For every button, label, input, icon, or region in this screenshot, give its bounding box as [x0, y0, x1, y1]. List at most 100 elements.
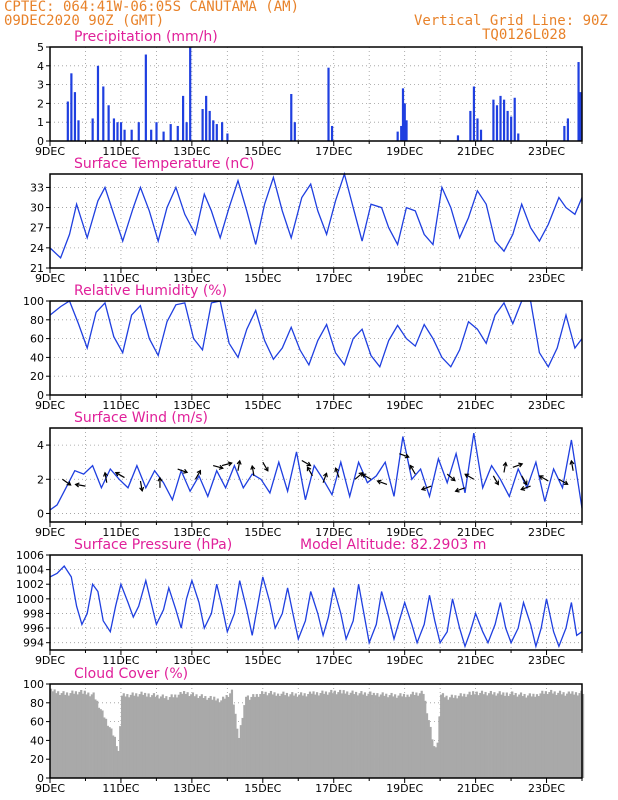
- cloud-cover-column: [408, 696, 411, 778]
- cloud-cover-column: [390, 692, 393, 778]
- precip-bar: [91, 118, 94, 141]
- cloud-cover-column: [101, 710, 104, 778]
- y-tick-label: 0: [37, 772, 44, 785]
- cloud-cover-column: [466, 694, 469, 778]
- cloud-cover-column: [397, 695, 400, 778]
- y-tick-label: 27: [30, 222, 44, 235]
- cloud-cover-column: [113, 736, 117, 778]
- cloud-cover-column: [564, 695, 567, 778]
- cloud-cover-column: [447, 699, 450, 778]
- cloud-cover-column: [175, 697, 179, 778]
- wind-arrow-shaft: [539, 475, 549, 482]
- cloud-cover-column: [406, 694, 409, 778]
- cloud-cover-column: [386, 697, 390, 778]
- panel-frame: [49, 46, 583, 142]
- cloud-cover-column: [468, 691, 471, 778]
- cloud-cover-column: [161, 694, 164, 778]
- cloud-cover-column: [441, 693, 445, 778]
- cloud-cover-column: [126, 694, 129, 778]
- cloud-cover-column: [296, 696, 299, 778]
- cloud-cover-column: [216, 698, 219, 778]
- cloud-cover-column: [284, 695, 287, 778]
- cloud-cover-column: [351, 690, 354, 778]
- x-tick-label: 9DEC: [35, 145, 65, 158]
- wind-arrow-head: [236, 459, 242, 465]
- cloud-cover-column: [80, 689, 83, 778]
- cloud-cover-column: [521, 696, 524, 778]
- cloud-cover-column: [440, 694, 443, 778]
- cloud-cover-column: [505, 692, 508, 778]
- panel-6: [46, 683, 585, 783]
- cloud-cover-column: [248, 699, 251, 778]
- cloud-cover-column: [503, 695, 507, 778]
- cloud-cover-column: [404, 697, 407, 778]
- cloud-cover-column: [558, 690, 562, 778]
- panel-title: Surface Temperature (nC): [74, 156, 255, 172]
- cloud-cover-column: [170, 694, 173, 778]
- x-tick-label: 11DEC: [102, 782, 139, 795]
- cloud-cover-column: [358, 693, 361, 778]
- cloud-cover-column: [236, 728, 239, 778]
- panel-3: [46, 300, 583, 400]
- precip-bar: [293, 122, 296, 141]
- series-line: [49, 564, 583, 649]
- cloud-cover-column: [259, 694, 262, 778]
- cloud-cover-column: [124, 696, 127, 778]
- cloud-cover-column: [94, 699, 97, 778]
- cloud-cover-column: [174, 694, 177, 778]
- cloud-cover-column: [190, 694, 193, 778]
- cloud-cover-column: [149, 697, 152, 778]
- cloud-cover-column: [360, 691, 363, 778]
- cloud-cover-column: [569, 693, 572, 778]
- cloud-cover-column: [222, 696, 225, 778]
- cloud-cover-column: [342, 690, 345, 778]
- cloud-cover-column: [369, 691, 372, 778]
- cloud-cover-column: [463, 693, 466, 778]
- precip-bar: [221, 122, 224, 141]
- cloud-cover-column: [383, 695, 386, 778]
- cloud-cover-column: [576, 695, 579, 778]
- cloud-cover-column: [555, 694, 558, 778]
- panel-subtitle: Model Altitude: 82.2903 m: [300, 537, 486, 553]
- y-tick-label: 1002: [16, 578, 44, 591]
- wind-arrow-head: [494, 480, 499, 486]
- precip-bar: [73, 92, 77, 141]
- wind-arrow-shaft: [301, 459, 311, 466]
- precip-bar: [513, 97, 516, 141]
- cloud-cover-column: [90, 694, 93, 778]
- y-tick-label: 998: [23, 607, 44, 620]
- cloud-cover-column: [209, 695, 212, 778]
- cloud-cover-column: [211, 699, 214, 778]
- y-tick-label: 30: [30, 202, 44, 215]
- wind-arrow-shaft: [115, 472, 125, 479]
- y-tick-label: 20: [30, 370, 44, 383]
- cloud-cover-column: [324, 691, 328, 778]
- x-tick-label: 15DEC: [244, 272, 281, 285]
- cloud-cover-column: [225, 694, 228, 778]
- cloud-cover-column: [317, 695, 320, 778]
- precip-bar: [405, 120, 408, 141]
- cloud-cover-column: [574, 692, 578, 778]
- cloud-cover-column: [255, 694, 258, 778]
- cloud-cover-column: [301, 695, 304, 778]
- cloud-cover-column: [333, 690, 336, 778]
- cloud-cover-column: [266, 695, 269, 778]
- wind-arrow-shaft: [570, 460, 574, 471]
- x-tick-label: 11DEC: [102, 145, 139, 158]
- cloud-cover-column: [298, 694, 301, 778]
- cloud-cover-column: [57, 691, 60, 778]
- precip-bar: [182, 95, 185, 141]
- cloud-cover-column: [518, 694, 521, 778]
- series-line: [49, 432, 583, 511]
- wind-arrow-head: [409, 464, 415, 470]
- cloud-cover-column: [163, 698, 166, 778]
- cloud-cover-column: [457, 695, 461, 778]
- cloud-cover-column: [433, 746, 436, 778]
- wind-arrow-head: [563, 480, 569, 485]
- cloud-cover-column: [92, 692, 95, 778]
- precip-bar: [208, 110, 211, 141]
- wind-arrow-head: [450, 476, 456, 482]
- cloud-cover-column: [413, 694, 416, 778]
- cloud-cover-column: [245, 696, 248, 778]
